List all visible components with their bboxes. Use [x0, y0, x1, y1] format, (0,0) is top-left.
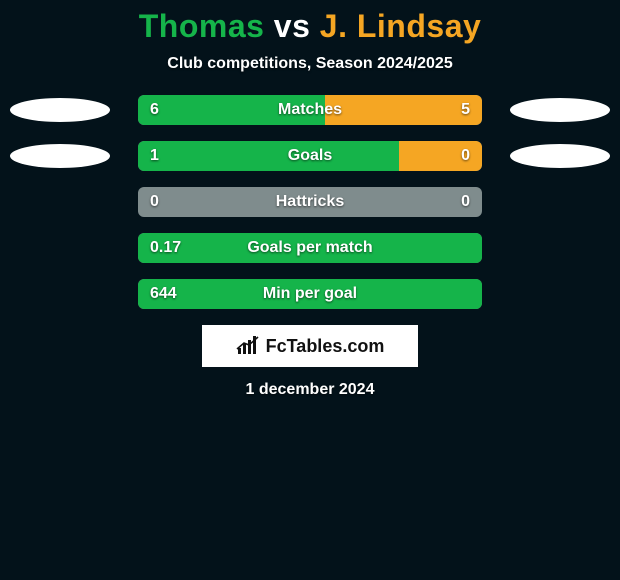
- stat-bar: 644Min per goal: [138, 279, 482, 309]
- stat-row: 65Matches: [0, 95, 620, 125]
- subtitle: Club competitions, Season 2024/2025: [0, 55, 620, 73]
- stat-value-left: 1: [150, 147, 159, 165]
- player2-name: J. Lindsay: [320, 8, 482, 44]
- stat-row: 10Goals: [0, 141, 620, 171]
- stat-bar-fill-left: [138, 141, 399, 171]
- stat-bar: 0.17Goals per match: [138, 233, 482, 263]
- stat-value-left: 0: [150, 193, 159, 211]
- club-badge-left: [10, 144, 110, 168]
- stat-value-right: 0: [461, 193, 470, 211]
- stat-row: 00Hattricks: [0, 187, 620, 217]
- stat-rows: 65Matches10Goals00Hattricks0.17Goals per…: [0, 95, 620, 309]
- stat-value-left: 644: [150, 285, 177, 303]
- stat-row: 0.17Goals per match: [0, 233, 620, 263]
- stat-bar: 65Matches: [138, 95, 482, 125]
- stat-bar-fill-right: [325, 95, 482, 125]
- source-brand: FcTables.com: [266, 336, 385, 357]
- stat-bar-bg: [138, 187, 482, 217]
- vs-label: vs: [274, 8, 311, 44]
- stat-value-left: 6: [150, 101, 159, 119]
- player1-name: Thomas: [139, 8, 265, 44]
- date-label: 1 december 2024: [0, 381, 620, 399]
- stat-bar-fill-left: [138, 95, 325, 125]
- stat-value-left: 0.17: [150, 239, 181, 257]
- stat-bar-fill-left: [138, 279, 482, 309]
- club-badge-left: [10, 98, 110, 122]
- stat-value-right: 0: [461, 147, 470, 165]
- stat-bar-fill-left: [138, 233, 482, 263]
- stat-bar: 10Goals: [138, 141, 482, 171]
- chart-icon: [236, 336, 260, 356]
- club-badge-right: [510, 98, 610, 122]
- comparison-infographic: Thomas vs J. Lindsay Club competitions, …: [0, 0, 620, 580]
- source-badge: FcTables.com: [202, 325, 418, 367]
- stat-row: 644Min per goal: [0, 279, 620, 309]
- club-badge-right: [510, 144, 610, 168]
- page-title: Thomas vs J. Lindsay: [0, 8, 620, 45]
- stat-value-right: 5: [461, 101, 470, 119]
- stat-bar: 00Hattricks: [138, 187, 482, 217]
